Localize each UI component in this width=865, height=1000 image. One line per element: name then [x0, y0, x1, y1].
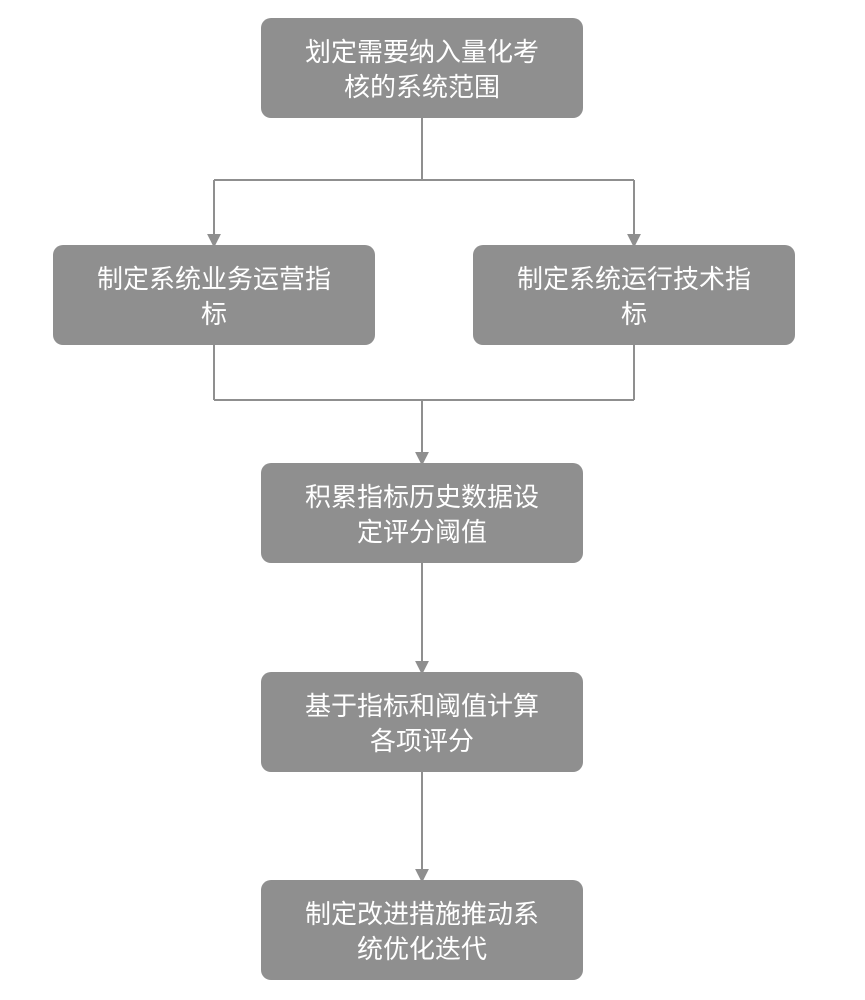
- flowchart-node-n4: 积累指标历史数据设定评分阈值: [261, 463, 583, 563]
- flowchart-node-n6: 制定改进措施推动系统优化迭代: [261, 880, 583, 980]
- flowchart-canvas: 划定需要纳入量化考核的系统范围制定系统业务运营指标制定系统运行技术指标积累指标历…: [0, 0, 865, 1000]
- flowchart-node-n2: 制定系统业务运营指标: [53, 245, 375, 345]
- flowchart-node-n1: 划定需要纳入量化考核的系统范围: [261, 18, 583, 118]
- flowchart-node-n3: 制定系统运行技术指标: [473, 245, 795, 345]
- flowchart-node-n5: 基于指标和阈值计算各项评分: [261, 672, 583, 772]
